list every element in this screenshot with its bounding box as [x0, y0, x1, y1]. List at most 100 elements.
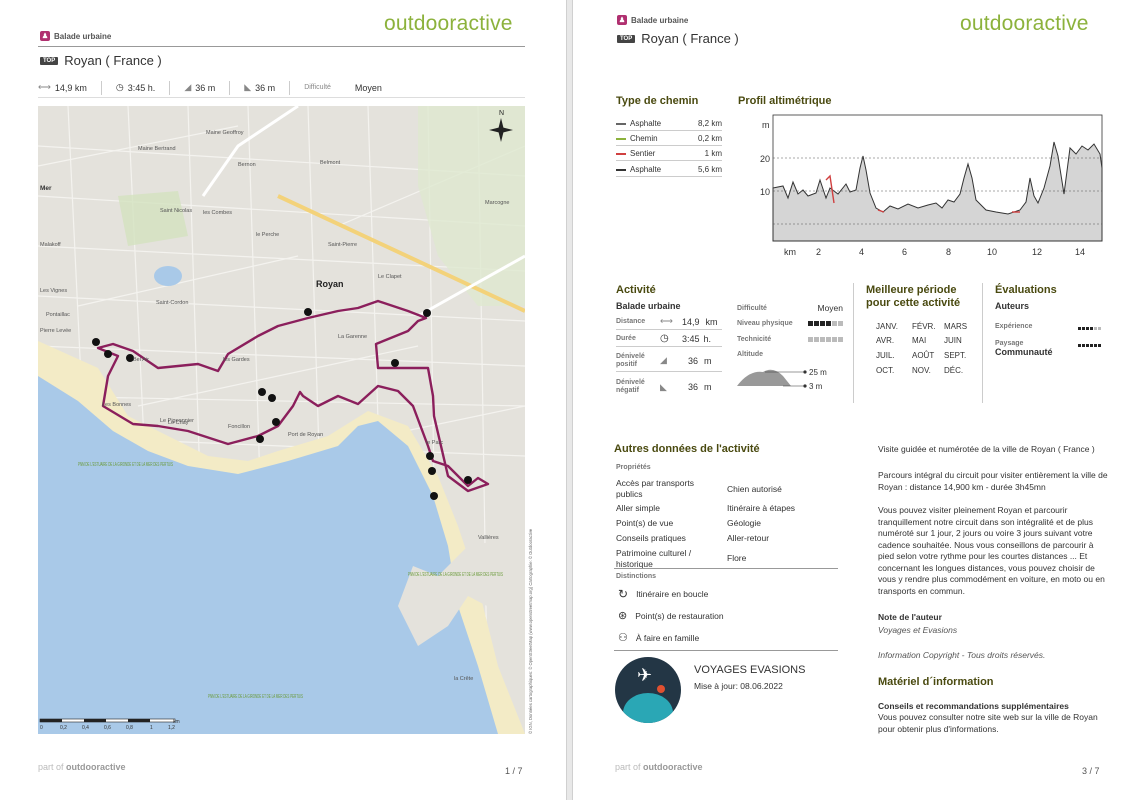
propriete-item: Itinéraire à étapes	[727, 503, 796, 513]
waypoint[interactable]	[464, 476, 472, 484]
descent-icon: ◣	[660, 381, 667, 392]
distinction-item: ⚇ À faire en famille	[618, 632, 700, 644]
niveau-physique-row: Niveau physique	[737, 316, 843, 330]
altitude-label: Altitude	[737, 351, 764, 358]
distinction-item: ⊛ Point(s) de restauration	[618, 610, 724, 622]
author-name[interactable]: VOYAGES EVASIONS	[694, 664, 806, 676]
map-label: Maine Geoffroy	[206, 130, 244, 136]
stat-descent: ◣ 36 m	[244, 80, 291, 95]
map-label: Saint Nicolas	[160, 208, 192, 214]
waypoint[interactable]	[92, 338, 100, 346]
column-divider	[982, 283, 983, 403]
auteurs-label: Auteurs	[995, 301, 1030, 311]
experience-rating	[1078, 317, 1102, 335]
month-dec: DÉC.	[944, 366, 964, 375]
ascent-icon: ◢	[184, 82, 192, 92]
waypoint[interactable]	[428, 467, 436, 475]
top-badge: TOP	[40, 56, 59, 65]
elevation-svg: m 20 10 km 2 4 6 8 10 12 14	[760, 114, 1103, 257]
map-label: Pierre Levée	[40, 328, 71, 334]
waypoint[interactable]	[272, 418, 280, 426]
map-label: Belmont	[320, 160, 341, 166]
clock-icon: ◷	[115, 82, 124, 92]
map-label: Saint-Pierre	[328, 242, 357, 248]
waypoint[interactable]	[391, 359, 399, 367]
month-feb: FÉVR.	[912, 322, 936, 331]
svg-text:0,6: 0,6	[104, 725, 111, 731]
divider	[614, 650, 838, 651]
technicite-row: Technicité	[737, 332, 843, 346]
waypoint[interactable]	[258, 388, 266, 396]
footer-part-of: part of outdooractive	[38, 762, 126, 772]
street-grid	[38, 106, 525, 734]
stats-bar: ⟷ 14,9 km ◷ 3:45 h. ◢ 36 m ◣ 36 m Difficulté…	[38, 78, 525, 98]
sentier-segment	[825, 174, 835, 204]
pnm-labels: PNM DE L'ESTUAIRE DE LA GIRONDE ET DE LA…	[78, 462, 503, 700]
scale-bar: 0 0,2 0,4 0,6 0,8 1 1,2 km	[39, 718, 180, 731]
waypoint[interactable]	[256, 435, 264, 443]
page-title: TOP Royan ( France )	[617, 31, 739, 46]
north-arrow-icon: N	[489, 110, 513, 142]
svg-text:0: 0	[40, 725, 43, 731]
waypoint[interactable]	[104, 350, 112, 358]
waypoint[interactable]	[268, 394, 276, 402]
waypoint[interactable]	[304, 308, 312, 316]
paysage-rating	[1078, 334, 1102, 352]
header-divider	[38, 46, 525, 47]
sea	[38, 376, 498, 734]
map-label: Le Chay	[168, 420, 189, 426]
periode-heading: Meilleure période pour cette activité	[866, 284, 961, 309]
map-label: Les Vignes	[40, 288, 67, 294]
page-title: TOP Royan ( France )	[40, 53, 162, 68]
pin-icon	[657, 685, 665, 693]
page-number: 1 / 7	[505, 766, 523, 776]
page-1: outdooractive ♟ Balade urbaine TOP Royan…	[0, 0, 566, 800]
difficulte-row: Difficulté Moyen	[737, 303, 843, 313]
distinctions-label: Distinctions	[616, 573, 657, 580]
author-updated: Mise à jour: 08.06.2022	[694, 681, 783, 691]
map-label: Foncillon	[228, 424, 250, 430]
y-tick: 10	[760, 187, 770, 197]
x-tick: 4	[859, 247, 864, 257]
plane-icon: ✈	[637, 665, 653, 685]
autres-heading: Autres données de l'activité	[614, 443, 760, 455]
map-label: Le Clapet	[378, 274, 402, 280]
top-badge: TOP	[617, 34, 636, 43]
x-tick: 14	[1075, 247, 1085, 257]
propriete-item: Chien autorisé	[727, 484, 782, 494]
stat-ascent: ◢ 36 m	[184, 80, 231, 95]
green-area	[418, 106, 525, 306]
legend-swatch	[616, 152, 626, 155]
route-map[interactable]: Maine Geoffroy Mer Royan Bel Air les Gar…	[38, 106, 525, 734]
distinction-item: ↻ Itinéraire en boucle	[618, 587, 709, 601]
pond	[154, 266, 182, 286]
month-jun: JUIN	[944, 336, 962, 345]
author-avatar[interactable]: ✈	[615, 657, 681, 723]
waypoint[interactable]	[430, 492, 438, 500]
altitude-hill-icon	[737, 369, 791, 386]
map-label: Les Bonnes	[102, 402, 131, 408]
propriete-item: Patrimoine culturel / historique	[616, 548, 692, 569]
globe-icon	[623, 693, 673, 723]
svg-text:0,2: 0,2	[60, 725, 67, 731]
map-label: Royan	[316, 279, 344, 289]
walking-icon: ♟	[617, 15, 627, 25]
waypoint[interactable]	[426, 452, 434, 460]
materiel-heading: Matériel d´information	[878, 676, 994, 688]
map-labels: Maine Geoffroy Mer Royan Bel Air les Gar…	[40, 130, 509, 682]
waypoint[interactable]	[423, 309, 431, 317]
altitude-graphic: 25 m 3 m	[737, 368, 827, 391]
map-label: La Garenne	[338, 334, 367, 340]
map-label: Saint-Cordon	[156, 300, 188, 306]
note-author: Voyages et Evasions	[878, 625, 958, 635]
conseils-title: Conseils et recommandations supplémentai…	[878, 701, 1069, 711]
map-label: Malakoff	[40, 242, 61, 248]
x-tick: 6	[902, 247, 907, 257]
waypoint[interactable]	[126, 354, 134, 362]
clock-icon: ◷	[660, 333, 669, 344]
description-title: Visite guidée et numérotée de la ville d…	[878, 444, 1095, 454]
map-credit: © IGN, Données cartographiques: © OpenSt…	[528, 528, 533, 734]
copyright: Information Copyright - Tous droits rése…	[878, 650, 1046, 660]
map-label: la Crête	[454, 676, 473, 682]
elevation-profile: m 20 10 km 2 4 6 8 10 12 14	[738, 108, 1108, 263]
